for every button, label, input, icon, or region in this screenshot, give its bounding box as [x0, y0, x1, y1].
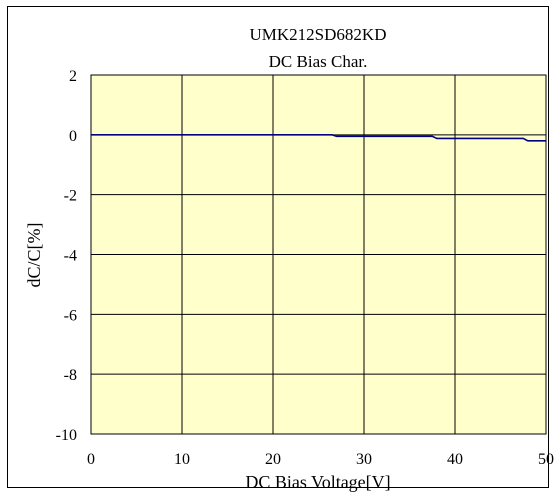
x-tick-label: 40: [447, 451, 463, 468]
x-tick-label: 20: [265, 451, 281, 468]
y-tick-label: -6: [64, 307, 77, 324]
x-axis-label: DC Bias Voltage[V]: [245, 472, 390, 492]
x-tick-label: 30: [356, 451, 372, 468]
plot-border: [90, 74, 547, 435]
x-tick-label: 0: [87, 451, 95, 468]
y-tick-label: -10: [56, 427, 77, 444]
series-line: [91, 134, 546, 142]
x-tick-label: 10: [174, 451, 190, 468]
y-axis-label: dC/C[%]: [24, 223, 44, 288]
x-tick-label: 50: [538, 451, 554, 468]
chart-subtitle: DC Bias Char.: [269, 52, 368, 71]
y-tick-label: -4: [64, 248, 77, 265]
series-group: [91, 134, 546, 142]
chart-title: UMK212SD682KD: [250, 25, 387, 44]
y-tick-label: -8: [64, 367, 77, 384]
y-tick-label: 2: [69, 68, 77, 85]
y-tick-label: -2: [64, 188, 77, 205]
y-tick-label: 0: [69, 128, 77, 145]
